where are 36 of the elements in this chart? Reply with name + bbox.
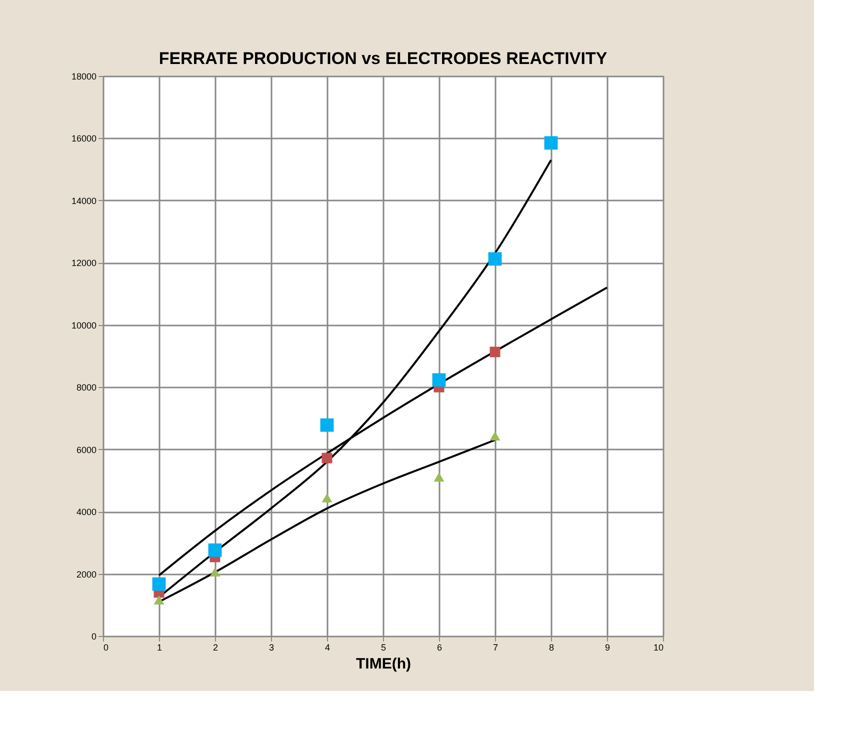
- point: [152, 577, 166, 591]
- x-tick-label: 6: [436, 642, 442, 652]
- point: [208, 543, 222, 557]
- x-tick-label: 5: [380, 642, 386, 652]
- x-tick-label: 7: [492, 642, 498, 652]
- point: [154, 595, 164, 604]
- x-tick-label: 1: [156, 642, 162, 652]
- y-tick-label: 8000: [76, 382, 96, 393]
- y-tick-label: 14000: [71, 196, 96, 206]
- y-tick-label: 6000: [76, 444, 96, 455]
- y-tick-label: 0: [91, 632, 96, 642]
- y-tick-label: 4000: [76, 507, 96, 518]
- y-tick-label: 10000: [71, 320, 96, 330]
- point: [322, 493, 332, 502]
- x-tick-label: 4: [324, 642, 330, 652]
- x-tick-label: 10: [653, 642, 664, 652]
- point: [490, 346, 500, 358]
- y-tick-label: 18000: [71, 72, 96, 82]
- chart-title: FERRATE PRODUCTION vs ELECTRODES REACTIVITY: [158, 49, 608, 68]
- x-tick-label: 8: [548, 642, 554, 652]
- y-tick-label: 12000: [71, 258, 96, 268]
- point: [322, 452, 332, 464]
- point: [488, 252, 502, 266]
- y-tick-label: 2000: [76, 569, 96, 580]
- point: [434, 472, 444, 482]
- x-tick-label: 0: [104, 642, 109, 652]
- x-tick-label: 3: [268, 642, 274, 652]
- y-tick-label: 16000: [71, 134, 96, 144]
- point: [210, 567, 220, 576]
- point: [544, 136, 558, 150]
- point: [490, 431, 500, 440]
- x-tick-label: 2: [212, 642, 218, 652]
- x-axis-title: TIME(h): [356, 656, 411, 672]
- point: [320, 418, 334, 432]
- point: [432, 373, 446, 387]
- x-tick-label: 9: [604, 642, 610, 652]
